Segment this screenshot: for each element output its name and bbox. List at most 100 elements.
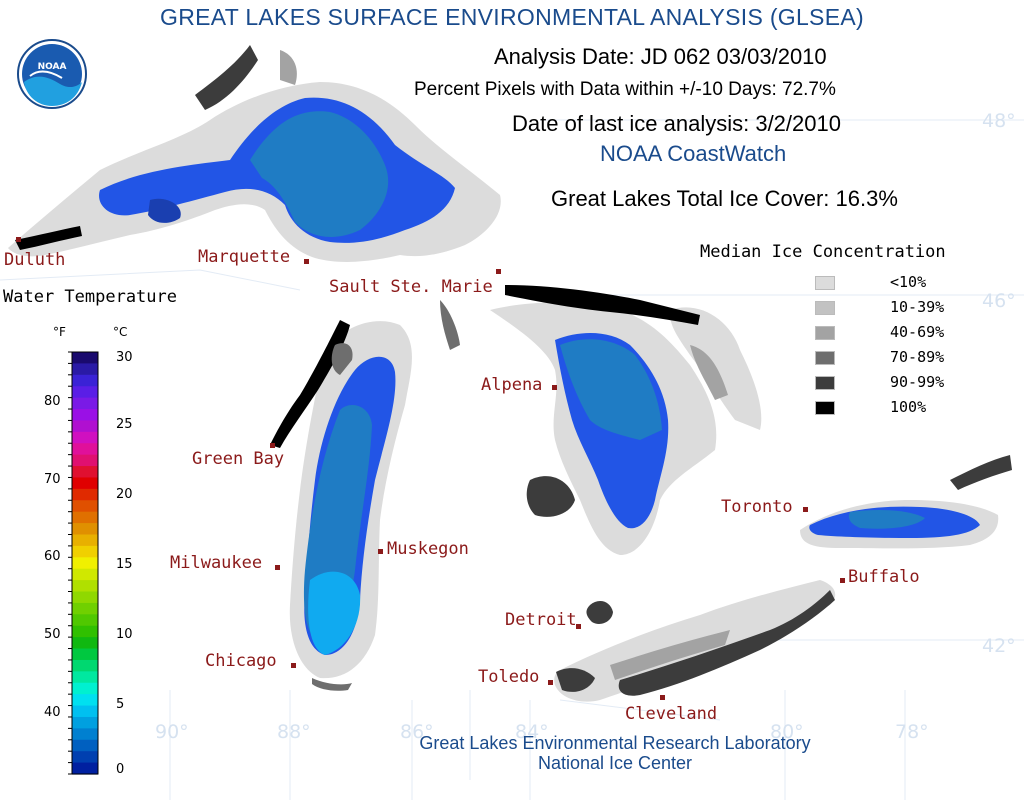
st-clair-ice-dark [586,600,613,624]
ice-swatch-40-69 [815,326,835,340]
credit-glerl: Great Lakes Environmental Research Labor… [419,733,811,753]
ice-legend-item: 100% [815,398,926,416]
north-channel-ice-black [505,285,700,325]
colorbar-segment [72,431,98,444]
city-label-green-bay: Green Bay [192,449,284,469]
michigan-south-shore-ice [312,678,352,691]
graticule [0,119,1024,800]
colorbar-segment [72,602,98,615]
ice-label-lt10: <10% [890,273,927,291]
colorbar-segment [72,716,98,729]
ice-swatch-100 [815,401,835,415]
colorbar-segment [72,648,98,661]
lake-ontario [800,455,1012,549]
cleveland-marker [660,695,665,700]
tick-f-80: 80 [44,394,61,409]
tick-c-5: 5 [116,697,124,712]
analysis-date: Analysis Date: JD 062 03/03/2010 [494,44,827,69]
colorbar-segment [72,374,98,387]
colorbar-segment [72,409,98,422]
tick-f-60: 60 [44,549,61,564]
colorbar-segment [72,728,98,741]
ice-legend-item: 40-69% [815,323,944,341]
city-label-chicago: Chicago [205,651,277,671]
michigan-water-light [308,571,361,655]
saginaw-bay-ice-dark [526,476,575,517]
ice-swatch-70-89 [815,351,835,365]
last-ice-analysis-date: Date of last ice analysis: 3/2/2010 [512,111,841,136]
colorbar-segment [72,454,98,467]
ontario-water-teal [848,510,925,529]
muskegon-marker [378,549,383,554]
colorbar-segment [72,625,98,638]
tick-c-30: 30 [116,350,133,365]
lon-84-label: 84° [515,721,549,743]
tick-c-0: 0 [116,762,124,777]
colorbar-segment [72,523,98,536]
ice-swatch-90-99 [815,376,835,390]
total-ice-cover: Great Lakes Total Ice Cover: 16.3% [551,186,898,211]
colorbar-segment [72,568,98,581]
ice-legend-title: Median Ice Concentration [700,242,946,262]
detroit-marker [576,624,581,629]
chicago-marker [291,663,296,668]
erie-ice-dark [618,590,835,696]
ice-legend-item: 90-99% [815,373,944,391]
duluth-marker [16,237,21,242]
lake-huron [440,285,762,555]
colorbar-segment [72,557,98,570]
colorbar-segment [72,591,98,604]
lake-superior [8,45,501,262]
lon-88-label: 88° [277,721,311,743]
colorbar-segment [72,694,98,707]
noaa-logo: NOAA [17,39,87,109]
colorbar-segment [72,466,98,479]
lake-erie [554,580,836,702]
percent-pixels-with-data: Percent Pixels with Data within +/-10 Da… [414,79,836,100]
milwaukee-marker [275,565,280,570]
colorbar-segment [72,762,98,775]
alpena-marker [552,385,557,390]
colorbar-segment [72,614,98,627]
city-labels: Duluth Marquette Sault Ste. Marie Green … [4,247,920,724]
tick-c-15: 15 [116,557,133,572]
colorbar-segment [72,397,98,410]
colorbar-segment [72,534,98,547]
tick-c-10: 10 [116,627,133,642]
water-temperature-legend: °F °C 80 70 60 50 40 30 25 20 15 10 5 0 [44,325,133,777]
superior-ice-dark [195,45,258,110]
colorbar-segment [72,739,98,752]
lon-90-label: 90° [155,721,189,743]
coastwatch-label: NOAA CoastWatch [600,141,787,166]
colorbar-segment [72,363,98,376]
colorbar-segment [72,682,98,695]
temperature-colorbar [68,351,98,775]
colorbar-segment [72,671,98,684]
city-label-toronto: Toronto [721,497,793,517]
ice-label-10-39: 10-39% [890,298,945,316]
city-label-marquette: Marquette [198,247,290,267]
colorbar-segment [72,420,98,433]
page-title: GREAT LAKES SURFACE ENVIRONMENTAL ANALYS… [160,4,864,30]
city-label-muskegon: Muskegon [387,539,469,559]
tick-f-70: 70 [44,472,61,487]
erie-west-ice-dark [556,668,595,692]
city-label-alpena: Alpena [481,375,542,395]
city-label-detroit: Detroit [505,610,577,630]
lake-michigan [270,320,412,691]
green-bay-ice-dark [331,343,353,375]
ice-swatch-10-39 [815,301,835,315]
lake-st-clair [586,600,613,624]
coordinate-labels: 48° 46° 42° 90° 88° 86° 84° 80° 78° [155,110,1016,743]
colorbar-segment [72,386,98,399]
huron-west-ice-dark [440,300,460,350]
ice-label-70-89: 70-89% [890,348,945,366]
colorbar-segment [72,545,98,558]
erie-ice-mid [610,630,730,680]
lat-46-label: 46° [982,290,1016,312]
colorbar-segment [72,443,98,456]
lat-48-label: 48° [982,110,1016,132]
colorbar-segment [72,477,98,490]
ice-legend-item: 70-89% [815,348,944,366]
